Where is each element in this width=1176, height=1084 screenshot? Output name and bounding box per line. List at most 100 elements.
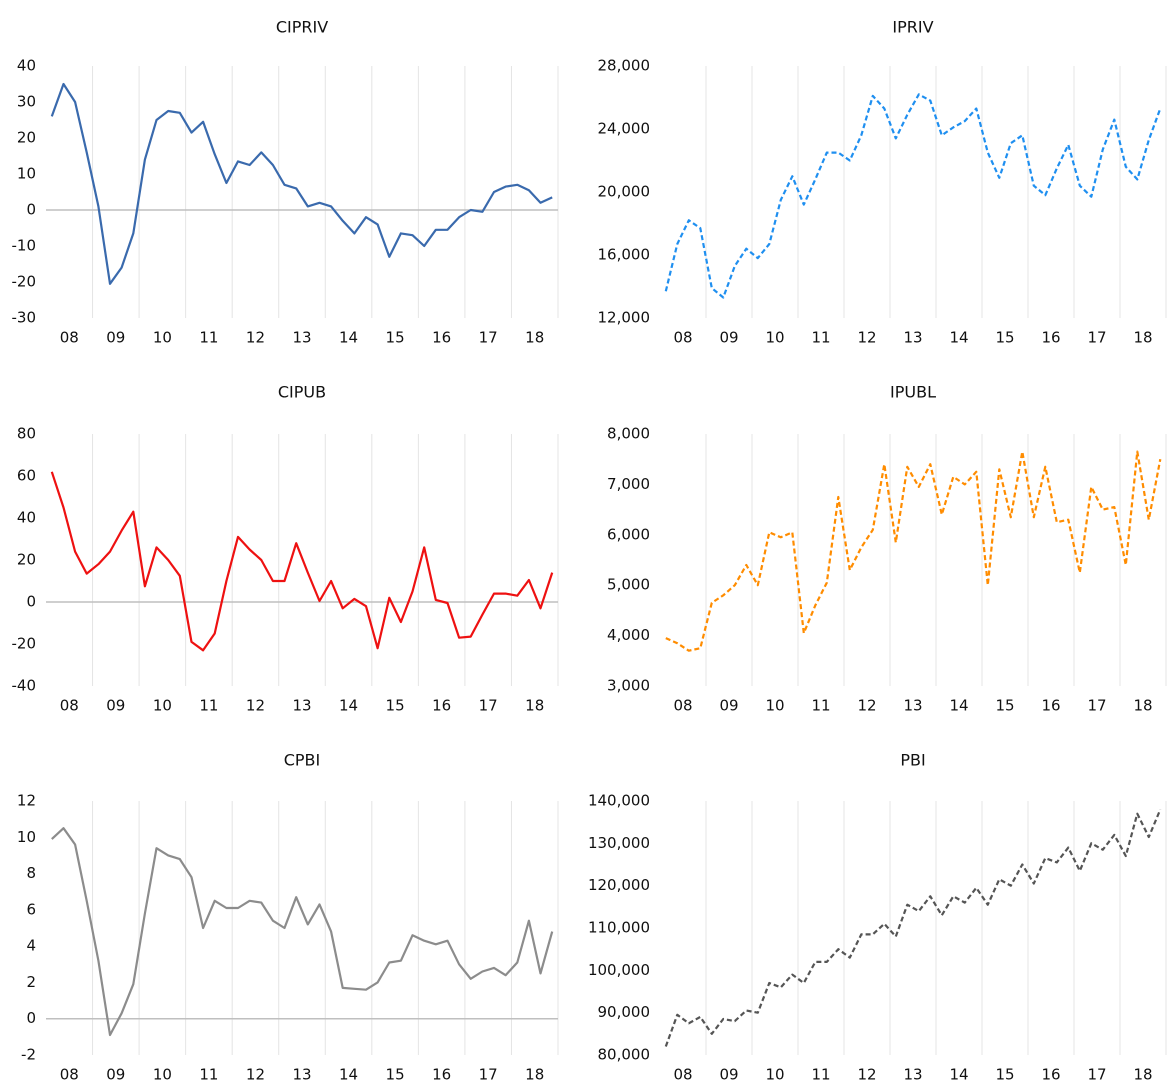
x-tick-label: 18 — [525, 329, 544, 347]
x-tick-label: 14 — [949, 1066, 968, 1084]
x-tick-label: 13 — [903, 1066, 922, 1084]
y-tick-label: 100,000 — [588, 961, 650, 979]
y-tick-label: 130,000 — [588, 834, 650, 852]
y-tick-label: 140,000 — [588, 792, 650, 810]
x-tick-label: 16 — [432, 697, 451, 715]
y-tick-label: 110,000 — [588, 919, 650, 937]
x-tick-label: 14 — [339, 329, 358, 347]
x-tick-label: 12 — [246, 1066, 265, 1084]
y-tick-label: 8 — [26, 864, 36, 882]
x-tick-label: 16 — [1041, 697, 1060, 715]
y-tick-label: 10 — [17, 165, 36, 183]
x-tick-label: 12 — [857, 329, 876, 347]
x-tick-label: 09 — [719, 697, 738, 715]
chart-title: CIPRIV — [276, 18, 328, 37]
x-tick-label: 13 — [292, 697, 311, 715]
data-line — [51, 827, 554, 1037]
y-tick-label: 120,000 — [588, 876, 650, 894]
x-tick-label: 10 — [153, 329, 172, 347]
x-tick-label: 16 — [432, 1066, 451, 1084]
y-tick-label: 4,000 — [607, 626, 650, 644]
y-tick-label: 20 — [17, 129, 36, 147]
y-tick-label: 16,000 — [598, 246, 651, 264]
data-line — [50, 471, 554, 652]
y-tick-label: 28,000 — [598, 57, 651, 75]
x-tick-label: 15 — [386, 697, 405, 715]
y-tick-label: 40 — [17, 509, 36, 527]
y-tick-label: -30 — [12, 309, 37, 327]
y-tick-label: 20,000 — [598, 183, 651, 201]
x-tick-label: 13 — [292, 329, 311, 347]
x-tick-label: 18 — [525, 1066, 544, 1084]
x-tick-label: 10 — [765, 1066, 784, 1084]
x-tick-label: 11 — [811, 1066, 830, 1084]
x-tick-label: 15 — [386, 1066, 405, 1084]
x-tick-label: 18 — [1133, 329, 1152, 347]
y-tick-label: 12 — [17, 792, 36, 810]
y-tick-label: 6,000 — [607, 525, 650, 543]
x-tick-label: 11 — [199, 697, 218, 715]
y-tick-label: 12,000 — [598, 309, 651, 327]
x-tick-label: 10 — [765, 697, 784, 715]
x-tick-label: 18 — [1133, 697, 1152, 715]
x-tick-label: 08 — [673, 1066, 692, 1084]
y-tick-label: 0 — [26, 1009, 36, 1027]
x-tick-label: 13 — [903, 697, 922, 715]
y-tick-label: 0 — [26, 201, 36, 219]
x-tick-label: 08 — [60, 329, 79, 347]
data-line — [664, 93, 1162, 299]
data-line — [665, 450, 1162, 652]
x-tick-label: 10 — [765, 329, 784, 347]
data-line — [50, 82, 553, 285]
y-tick-label: 5,000 — [607, 576, 650, 594]
chart-title: CPBI — [284, 751, 321, 770]
x-tick-label: 13 — [292, 1066, 311, 1084]
chart-title: PBI — [900, 751, 925, 770]
x-tick-label: 10 — [153, 697, 172, 715]
y-tick-label: 2 — [26, 973, 36, 991]
y-tick-label: 7,000 — [607, 475, 650, 493]
x-tick-label: 16 — [1041, 329, 1060, 347]
y-tick-label: 10 — [17, 828, 36, 846]
x-tick-label: 09 — [106, 329, 125, 347]
x-tick-label: 08 — [60, 697, 79, 715]
y-tick-label: 0 — [26, 593, 36, 611]
y-tick-label: -10 — [12, 237, 37, 255]
chart-title: CIPUB — [278, 383, 326, 402]
y-tick-label: 6 — [26, 900, 36, 918]
x-tick-label: 09 — [719, 329, 738, 347]
y-tick-label: -2 — [21, 1046, 36, 1064]
y-tick-label: -40 — [12, 677, 37, 695]
x-tick-label: 17 — [479, 1066, 498, 1084]
x-tick-label: 17 — [1087, 1066, 1106, 1084]
x-tick-label: 11 — [811, 697, 830, 715]
x-tick-label: 09 — [106, 697, 125, 715]
x-tick-label: 12 — [857, 1066, 876, 1084]
x-tick-label: 11 — [199, 329, 218, 347]
y-tick-label: 80,000 — [598, 1046, 651, 1064]
y-tick-label: 8,000 — [607, 425, 650, 443]
chart-title: IPRIV — [892, 18, 933, 37]
x-tick-label: 16 — [432, 329, 451, 347]
x-tick-label: 12 — [246, 697, 265, 715]
x-tick-label: 17 — [1087, 329, 1106, 347]
x-tick-label: 08 — [673, 329, 692, 347]
x-tick-label: 14 — [949, 697, 968, 715]
x-tick-label: 09 — [106, 1066, 125, 1084]
data-line — [664, 809, 1162, 1047]
y-tick-label: 30 — [17, 93, 36, 111]
x-tick-label: 15 — [995, 329, 1014, 347]
y-tick-label: 40 — [17, 57, 36, 75]
x-tick-label: 11 — [199, 1066, 218, 1084]
x-tick-label: 14 — [949, 329, 968, 347]
y-tick-label: 80 — [17, 425, 36, 443]
x-tick-label: 11 — [811, 329, 830, 347]
x-tick-label: 08 — [60, 1066, 79, 1084]
x-tick-label: 15 — [995, 697, 1014, 715]
x-tick-label: 15 — [386, 329, 405, 347]
y-tick-label: 24,000 — [598, 120, 651, 138]
x-tick-label: 14 — [339, 697, 358, 715]
x-tick-label: 17 — [479, 329, 498, 347]
x-tick-label: 10 — [153, 1066, 172, 1084]
